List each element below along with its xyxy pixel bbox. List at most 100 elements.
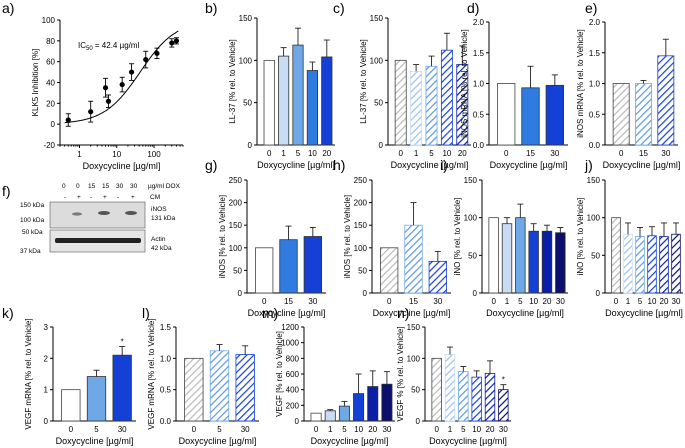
x-tick-label: 0: [314, 425, 319, 434]
y-axis-label: LL-37 [% rel. to Vehicle]: [228, 39, 237, 124]
significance-marker: *: [121, 337, 124, 346]
x-tick-label: 15: [526, 149, 535, 158]
bar: [671, 233, 681, 294]
y-tick-label: 100: [354, 244, 368, 253]
y-tick-label: 50: [358, 266, 367, 275]
y-tick-label: 600: [286, 370, 300, 379]
bar: [86, 376, 107, 422]
bar: [612, 83, 630, 146]
bar: [623, 233, 633, 294]
x-tick-label: 30: [672, 297, 681, 306]
data-point: [169, 40, 175, 46]
x-tick-label: 30: [499, 425, 508, 434]
y-tick-label: 150: [239, 14, 253, 23]
x-tick-label: 5: [217, 425, 222, 434]
y-tick-label: 2: [44, 354, 49, 363]
x-axis-label: Doxycycline [µg/ml]: [605, 308, 683, 318]
y-tick-label: 50: [591, 251, 600, 260]
x-tick-label: 30: [556, 297, 565, 306]
y-tick-label: 150: [354, 221, 368, 230]
x-tick-label: 30: [382, 425, 391, 434]
x-tick-label: 0: [192, 425, 197, 434]
y-tick-label: 0: [51, 120, 56, 129]
y-tick-label: 1200: [281, 323, 299, 332]
bar: [488, 217, 499, 294]
bar: [410, 70, 423, 146]
panel-l: l) 0.0 0.5 1.0 1.5 VEGF mRNA [% rel. to Vehic…: [142, 305, 259, 446]
bar: [611, 217, 621, 294]
x-tick-label: 1: [281, 149, 286, 158]
y-tick-label: 100: [407, 354, 421, 363]
x-tick-label: 20: [486, 425, 495, 434]
panel-c: c) 0 50 100 150 LL-37 [% rel. to Vehicle] 0 1 5 1…: [333, 0, 471, 170]
x-tick-label: 5: [296, 149, 301, 158]
y-tick-label: 0: [596, 289, 601, 298]
bar: [440, 49, 453, 146]
data-point: [88, 109, 94, 115]
y-tick-label: 250: [229, 176, 243, 185]
dox-header: 15: [88, 183, 96, 190]
bar: [541, 230, 553, 294]
bar: [61, 389, 81, 422]
y-tick-label: 0: [248, 141, 253, 150]
x-axis-label: Doxycycline [µg/ml]: [179, 436, 257, 446]
inos-band: [125, 211, 137, 215]
panel-k: k) 0 1 2 3 VEGF mRNA [% rel. to Vehicle] 0 5 * 30…: [2, 305, 136, 446]
panel-label: h): [333, 157, 345, 173]
bar: [425, 65, 438, 146]
dox-header: 30: [130, 183, 138, 190]
y-axis-label: VEGF mRNA [% rel. to Vehicle]: [24, 318, 33, 429]
y-tick-label: 250: [354, 176, 368, 185]
x-axis-label: Doxycycline [µg/ml]: [391, 160, 469, 170]
x-axis-label: Doxycycline [µg/ml]: [486, 308, 564, 318]
x-tick-label: 0: [614, 297, 619, 306]
y-tick-label: 20: [46, 99, 55, 108]
y-tick-label: 1.5: [160, 323, 172, 332]
y-axis-label: iNO [% rel. to Vehicle]: [576, 198, 585, 276]
panel-label: c): [333, 0, 345, 16]
y-tick-label: 0: [295, 417, 300, 426]
x-tick-label: 0: [619, 149, 624, 158]
x-tick-label: 30: [550, 149, 559, 158]
actin-band: [55, 238, 141, 243]
bar: [235, 354, 255, 422]
y-tick-label: 1: [44, 386, 49, 395]
dox-header: 30: [116, 183, 124, 190]
y-tick-label: 100: [464, 214, 478, 223]
ladder-37: 37 kDa: [20, 248, 41, 255]
y-tick-label: -20: [43, 141, 55, 150]
y-tick-label: 100: [370, 56, 384, 65]
y-tick-label: 0.0: [589, 141, 601, 150]
ic50-annotation-sub: 50: [86, 46, 93, 52]
bar: [545, 84, 564, 146]
y-tick-label: 100: [229, 244, 243, 253]
ic50-annotation-prefix: IC: [78, 41, 86, 50]
panel-label: k): [2, 305, 14, 321]
x-axis-label: Doxycycline [µg/ml]: [83, 161, 161, 171]
x-tick-label: 1: [626, 297, 631, 306]
x-tick-label: 20: [368, 425, 377, 434]
x-tick-label: 30: [241, 425, 250, 434]
x-axis-label: Doxycycline [µg/ml]: [56, 436, 134, 446]
data-point: [143, 56, 149, 63]
dox-unit: µg/ml DOX: [148, 183, 181, 190]
y-axis-label: iNOS mRNA [% rel. to Vehicle]: [460, 29, 469, 137]
bar: [501, 223, 513, 294]
x-tick-label: 5: [518, 297, 523, 306]
x-tick-label: 10: [529, 297, 538, 306]
x-tick-label: 1: [448, 425, 453, 434]
y-tick-label: 200: [286, 401, 300, 410]
bar: [657, 55, 675, 146]
y-tick-label: 50: [411, 386, 420, 395]
x-tick-label: 10: [472, 425, 481, 434]
y-tick-label: 200: [354, 199, 368, 208]
dox-header: 15: [102, 183, 110, 190]
y-tick-label: 0: [363, 289, 368, 298]
y-tick-label: 0: [416, 417, 421, 426]
x-tick-label: 0: [69, 425, 74, 434]
ladder-100: 100 kDa: [20, 217, 45, 224]
band-label-actin-size: 42 kDa: [151, 245, 172, 252]
panel-label: e): [585, 0, 597, 16]
x-axis-label: Doxycycline [µg/ml]: [429, 436, 507, 446]
